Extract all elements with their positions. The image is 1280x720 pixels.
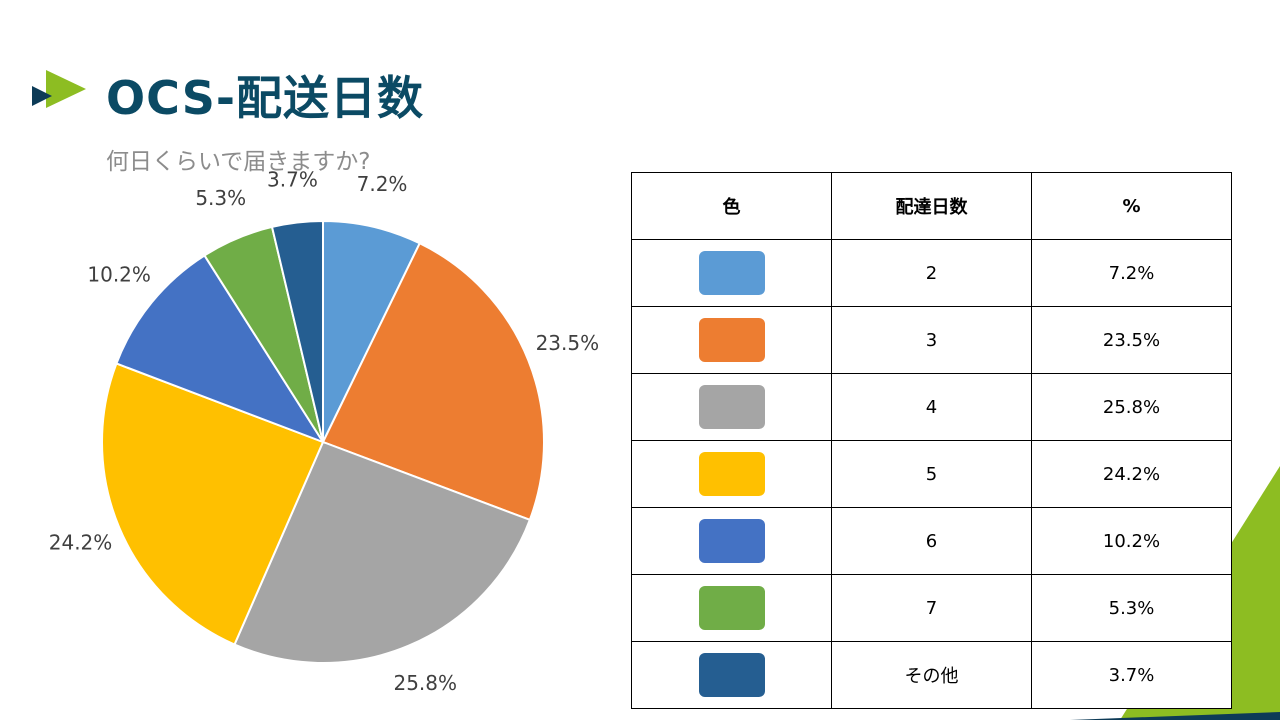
pie-data-label: 24.2% <box>49 530 113 554</box>
logo-navy-arrow <box>32 86 52 106</box>
logo-green-arrow <box>46 70 86 108</box>
days-cell: 4 <box>831 373 1032 441</box>
page-subtitle: 何日くらいで届きますか? <box>106 149 371 175</box>
pie-data-label: 7.2% <box>357 172 408 196</box>
color-swatch <box>698 519 765 563</box>
color-swatch <box>698 385 765 429</box>
percent-cell: 25.8% <box>1031 373 1232 441</box>
pie-data-label: 3.7% <box>267 167 318 191</box>
color-swatch <box>698 452 765 496</box>
percent-cell: 5.3% <box>1031 574 1232 642</box>
table-row: 7 5.3% <box>631 574 1232 642</box>
header-percent: % <box>1031 172 1232 240</box>
color-cell <box>631 306 832 374</box>
color-swatch <box>698 586 765 630</box>
pie-slice <box>233 440 532 664</box>
days-cell: 6 <box>831 507 1032 575</box>
table-row: 3 23.5% <box>631 306 1232 374</box>
table-row: 2 7.2% <box>631 239 1232 307</box>
logo-arrow-icon <box>32 70 86 108</box>
color-cell <box>631 373 832 441</box>
table-header-row: 色 配達日数 % <box>631 172 1232 240</box>
pie-slice <box>322 219 422 443</box>
header-days: 配達日数 <box>831 172 1032 240</box>
percent-cell: 23.5% <box>1031 306 1232 374</box>
table-row: その他 3.7% <box>631 641 1232 709</box>
table-row: 4 25.8% <box>631 373 1232 441</box>
pie-slice <box>270 219 324 443</box>
header-color: 色 <box>631 172 832 240</box>
color-cell <box>631 507 832 575</box>
corner-navy-sliver <box>1070 712 1280 720</box>
table-row: 6 10.2% <box>631 507 1232 575</box>
pie-data-label: 10.2% <box>87 262 151 286</box>
percent-cell: 10.2% <box>1031 507 1232 575</box>
pie-slice <box>101 362 325 646</box>
color-cell <box>631 641 832 709</box>
color-swatch <box>698 318 765 362</box>
legend-table: 色 配達日数 % 2 7.2% 3 23.5% 4 25.8% 5 24.2% 6 10.2% 7 5… <box>631 172 1232 709</box>
page-title: OCS-配送日数 <box>106 71 424 125</box>
percent-cell: 24.2% <box>1031 440 1232 508</box>
percent-cell: 3.7% <box>1031 641 1232 709</box>
days-cell: 5 <box>831 440 1032 508</box>
color-cell <box>631 574 832 642</box>
table-body: 2 7.2% 3 23.5% 4 25.8% 5 24.2% 6 10.2% 7 5.3% その他 3.7… <box>631 239 1232 709</box>
pie-data-label: 25.8% <box>393 671 457 695</box>
pie-data-label: 5.3% <box>195 186 246 210</box>
days-cell: 7 <box>831 574 1032 642</box>
color-cell <box>631 440 832 508</box>
days-cell: その他 <box>831 641 1032 709</box>
pie-chart: 7.2% 23.5% 25.8% 24.2% 10.2% 5.3% 3.7% <box>49 167 600 695</box>
table-row: 5 24.2% <box>631 440 1232 508</box>
color-cell <box>631 239 832 307</box>
percent-cell: 7.2% <box>1031 239 1232 307</box>
pie-slice <box>115 254 326 445</box>
pie-data-label: 23.5% <box>536 331 600 355</box>
days-cell: 3 <box>831 306 1032 374</box>
color-swatch <box>698 251 765 295</box>
days-cell: 2 <box>831 239 1032 307</box>
pie-slice <box>321 241 545 522</box>
color-swatch <box>698 653 765 697</box>
